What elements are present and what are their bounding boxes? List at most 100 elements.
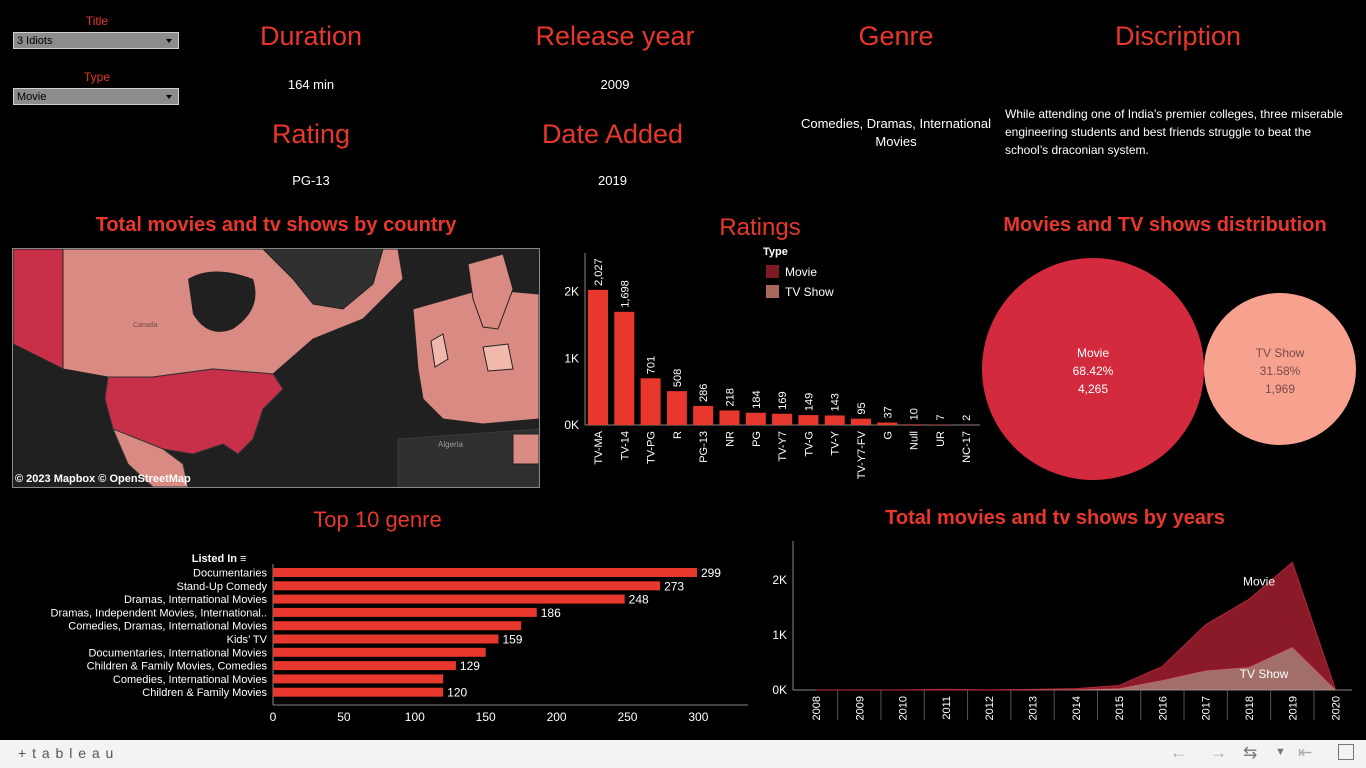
ratings-y-tick: 1K xyxy=(564,351,579,365)
genre-bar xyxy=(273,674,444,684)
genre-bar-value: 159 xyxy=(502,633,522,647)
chevron-down-icon xyxy=(166,95,172,99)
genre-x-tick: 250 xyxy=(617,710,637,724)
genre-x-tick: 300 xyxy=(688,710,708,724)
ratings-bar xyxy=(693,405,714,425)
ratings-bar xyxy=(824,415,845,425)
title-filter-label: Title xyxy=(85,14,109,28)
type-filter-label: Type xyxy=(83,70,110,84)
ratings-x-tick: TV-Y7-FV xyxy=(856,430,868,479)
ratings-bar xyxy=(719,410,740,425)
genre-bar-value: 273 xyxy=(664,579,684,593)
ratings-y-tick: 0K xyxy=(564,418,579,432)
revert-icon[interactable]: ⇆ xyxy=(1243,743,1258,762)
map-title: Total movies and tv shows by country xyxy=(95,214,457,236)
years-x-tick: 2015 xyxy=(1114,696,1126,720)
map-label-algeria: Algeria xyxy=(438,440,463,449)
top-genre-bar-chart: Listed In ≡ Documentaries 299 Stand-Up Comed… xyxy=(51,553,748,724)
genre-heading: Genre xyxy=(858,21,934,51)
ratings-bar-value: 37 xyxy=(882,406,894,418)
genre-x-tick: 150 xyxy=(476,710,496,724)
release-year-heading: Release year xyxy=(535,21,695,51)
country-map[interactable]: Canada Algeria © 2023 Mapbox © OpenStree… xyxy=(12,248,540,488)
genre-x-tick: 50 xyxy=(337,710,351,724)
tableau-toolbar: + t a b l e a u ← → ⇆ ▼ ⇤ xyxy=(0,740,1366,768)
genre-bar xyxy=(273,607,537,617)
duration-value: 164 min xyxy=(287,77,335,92)
title-filter-dropdown[interactable]: 3 Idiots xyxy=(13,32,179,49)
bubble-tv-percent: 31.58% xyxy=(1260,364,1301,378)
genre-bar-value: 299 xyxy=(701,566,721,580)
tableau-logo[interactable]: + t a b l e a u xyxy=(18,745,115,761)
years-x-tick: 2016 xyxy=(1157,696,1169,720)
genre-bar xyxy=(273,687,444,697)
years-x-tick: 2019 xyxy=(1287,696,1299,720)
legend-item-tv-show[interactable]: TV Show xyxy=(766,285,834,299)
genre-category-label: Stand-Up Comedy xyxy=(177,581,268,593)
ratings-bar xyxy=(588,289,608,425)
years-series-label-movie: Movie xyxy=(1243,575,1275,589)
ratings-bar xyxy=(745,412,766,425)
genre-category-label: Dramas, International Movies xyxy=(124,594,268,606)
genre-bar xyxy=(273,568,697,577)
genre-bar-value: 186 xyxy=(541,606,561,620)
map-attribution[interactable]: © 2023 Mapbox © OpenStreetMap xyxy=(15,473,191,485)
genre-bar-value: 120 xyxy=(447,686,467,700)
years-series-label-tv-show: TV Show xyxy=(1240,667,1289,681)
years-area-tv-show xyxy=(816,647,1336,690)
ratings-bar xyxy=(640,378,661,425)
genre-bar xyxy=(273,621,522,631)
redo-icon[interactable]: → xyxy=(1210,743,1227,762)
ratings-x-tick: Null xyxy=(909,431,921,450)
ratings-bar xyxy=(772,413,793,425)
years-x-tick: 2008 xyxy=(811,696,823,720)
years-x-tick: 2020 xyxy=(1331,696,1343,720)
distribution-title: Movies and TV shows distribution xyxy=(1003,214,1327,236)
bubble-movie[interactable] xyxy=(982,258,1204,480)
legend-item-movie[interactable]: Movie xyxy=(766,265,817,279)
ratings-bar-value: 7 xyxy=(935,414,947,420)
sort-icon: ≡ xyxy=(240,553,246,565)
years-area-movie xyxy=(815,561,1337,691)
ratings-x-tick: PG-13 xyxy=(698,431,710,463)
years-x-tick: 2009 xyxy=(854,696,866,720)
undo-icon[interactable]: ← xyxy=(1170,743,1187,762)
ratings-y-tick: 2K xyxy=(564,285,579,299)
genre-bar xyxy=(273,581,661,591)
ratings-bar-value: 184 xyxy=(751,390,763,408)
back-to-start-icon[interactable]: ⇤ xyxy=(1298,743,1313,762)
ratings-bar xyxy=(877,422,898,425)
type-filter-dropdown[interactable]: Movie xyxy=(13,88,179,105)
legend-label-movie: Movie xyxy=(785,265,818,279)
genre-value: Comedies, Dramas, International Movies xyxy=(800,116,992,149)
genre-bar xyxy=(273,634,499,644)
ratings-bar-value: 143 xyxy=(830,393,842,411)
years-area-chart: 0K 1K 2K Movie TV Show 2008 2009 2010 2011 2012 20… xyxy=(772,541,1352,720)
genre-x-tick: 0 xyxy=(270,710,277,724)
genre-x-tick: 100 xyxy=(405,710,425,724)
duration-heading: Duration xyxy=(259,21,363,51)
years-x-tick: 2013 xyxy=(1028,696,1040,720)
ratings-bar-value: 95 xyxy=(856,402,868,414)
bubble-movie-percent: 68.42% xyxy=(1073,364,1114,378)
ratings-x-tick: UR xyxy=(935,431,947,447)
legend-swatch-movie xyxy=(766,265,779,278)
bubble-tv-label: TV Show xyxy=(1256,346,1305,360)
ratings-x-tick: G xyxy=(882,431,894,440)
genre-bar xyxy=(273,647,486,657)
dropdown-icon[interactable]: ▼ xyxy=(1275,746,1286,758)
ratings-x-tick: TV-14 xyxy=(619,431,631,460)
bubble-tv-show[interactable] xyxy=(1204,293,1356,445)
years-x-tick: 2010 xyxy=(898,696,910,720)
genre-category-label: Children & Family Movies xyxy=(142,687,267,699)
legend-title: Type xyxy=(763,246,788,258)
fullscreen-icon[interactable] xyxy=(1338,744,1354,760)
description-value: While attending one of India’s premier c… xyxy=(1005,107,1343,157)
ratings-bar xyxy=(666,391,687,425)
genre-axis-label: Listed In xyxy=(192,553,238,565)
type-filter-value: Movie xyxy=(17,91,47,103)
years-x-tick: 2011 xyxy=(941,696,953,720)
rating-value: PG-13 xyxy=(292,173,330,188)
description-heading: Discription xyxy=(1114,21,1242,51)
title-filter-value: 3 Idiots xyxy=(17,35,53,47)
